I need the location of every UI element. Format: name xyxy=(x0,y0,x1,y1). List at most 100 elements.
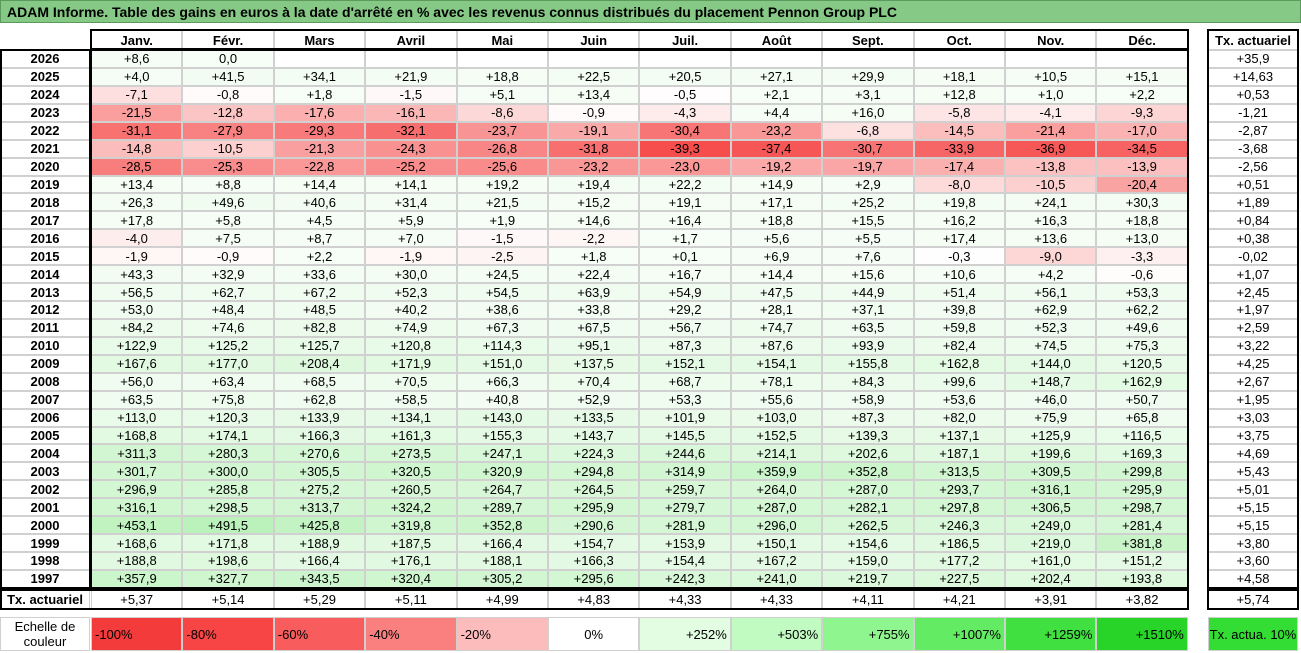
value-cell: +296,0 xyxy=(730,516,823,535)
scale-step: -100% xyxy=(91,617,183,651)
row-year: 1998 xyxy=(0,552,90,570)
value-cell: +316,1 xyxy=(91,498,183,517)
value-cell: +56,0 xyxy=(91,372,183,391)
scale-step: -60% xyxy=(273,617,366,651)
value-cell: +55,6 xyxy=(730,390,823,409)
footer-cell: +3,91 xyxy=(1005,589,1097,609)
value-cell: +52,9 xyxy=(548,390,640,409)
value-cell: +19,2 xyxy=(456,175,548,194)
empty-cell xyxy=(273,50,366,68)
value-cell: +214,1 xyxy=(730,444,823,463)
summary-cell: +5,15 xyxy=(1208,516,1298,535)
row-year: 2013 xyxy=(0,283,90,301)
value-cell: +14,9 xyxy=(730,175,823,194)
value-cell: +93,9 xyxy=(822,336,914,355)
value-cell: -31,1 xyxy=(91,121,183,140)
value-cell: -1,9 xyxy=(91,247,183,266)
value-cell: +188,8 xyxy=(91,552,183,570)
value-cell: -9,3 xyxy=(1096,103,1188,122)
value-cell: +359,9 xyxy=(730,462,823,481)
empty-cell xyxy=(913,50,1005,68)
value-cell: +3,1 xyxy=(822,85,914,104)
row-year: 2007 xyxy=(0,390,90,409)
value-cell: +262,5 xyxy=(822,516,914,535)
value-cell: +10,6 xyxy=(913,265,1005,284)
value-cell: -29,3 xyxy=(273,121,366,140)
value-cell: +143,0 xyxy=(456,408,548,427)
footer-cell: +4,33 xyxy=(730,589,823,609)
footer-cell: +4,21 xyxy=(913,589,1005,609)
summary-cell: +0,38 xyxy=(1208,229,1298,248)
value-cell: +453,1 xyxy=(91,516,183,535)
value-cell: +8,7 xyxy=(273,229,366,248)
value-cell: +154,7 xyxy=(548,534,640,553)
value-cell: +24,5 xyxy=(456,265,548,284)
value-cell: +120,8 xyxy=(365,336,457,355)
value-cell: -28,5 xyxy=(91,157,183,176)
value-cell: +40,6 xyxy=(273,193,366,212)
value-cell: +13,4 xyxy=(91,175,183,194)
value-cell: +295,9 xyxy=(548,498,640,517)
value-cell: +34,1 xyxy=(273,67,366,86)
value-cell: +241,0 xyxy=(730,569,823,588)
row-year: 2012 xyxy=(0,301,90,319)
value-cell: +289,7 xyxy=(456,498,548,517)
value-cell: +208,4 xyxy=(273,354,366,373)
value-cell: +87,3 xyxy=(822,408,914,427)
empty-cell xyxy=(639,50,731,68)
value-cell: +154,4 xyxy=(639,552,731,570)
value-cell: -24,3 xyxy=(365,139,457,158)
footer-summary: +5,74 xyxy=(1208,589,1298,609)
value-cell: +75,8 xyxy=(182,390,274,409)
value-cell: +293,7 xyxy=(913,480,1005,499)
value-cell: +5,9 xyxy=(365,211,457,230)
column-header: Sept. xyxy=(822,30,914,50)
value-cell: -6,8 xyxy=(822,121,914,140)
value-cell: -0,6 xyxy=(1096,265,1188,284)
value-cell: +49,6 xyxy=(1096,318,1188,337)
value-cell: +260,5 xyxy=(365,480,457,499)
value-cell: +87,3 xyxy=(639,336,731,355)
value-cell: +67,5 xyxy=(548,318,640,337)
value-cell: +202,4 xyxy=(1005,569,1097,588)
value-cell: +1,8 xyxy=(548,247,640,266)
value-cell: +133,5 xyxy=(548,408,640,427)
value-cell: -4,3 xyxy=(639,103,731,122)
value-cell: -7,1 xyxy=(91,85,183,104)
column-header: Avril xyxy=(365,30,457,50)
value-cell: +30,0 xyxy=(365,265,457,284)
value-cell: +155,3 xyxy=(456,426,548,445)
value-cell: +49,6 xyxy=(182,193,274,212)
value-cell: +343,5 xyxy=(273,569,366,588)
value-cell: +491,5 xyxy=(182,516,274,535)
summary-cell: +5,01 xyxy=(1208,480,1298,499)
value-cell: +167,6 xyxy=(91,354,183,373)
column-header: Déc. xyxy=(1096,30,1188,50)
value-cell: +155,8 xyxy=(822,354,914,373)
value-cell: +273,5 xyxy=(365,444,457,463)
value-cell: +19,4 xyxy=(548,175,640,194)
footer-cell: +5,14 xyxy=(182,589,274,609)
value-cell: +24,1 xyxy=(1005,193,1097,212)
value-cell: +148,7 xyxy=(1005,372,1097,391)
value-cell: +40,8 xyxy=(456,390,548,409)
value-cell: -21,4 xyxy=(1005,121,1097,140)
value-cell: +313,7 xyxy=(273,498,366,517)
value-cell: +33,8 xyxy=(548,301,640,319)
value-cell: +4,2 xyxy=(1005,265,1097,284)
value-cell: +199,6 xyxy=(1005,444,1097,463)
value-cell: +177,2 xyxy=(913,552,1005,570)
value-cell: +62,2 xyxy=(1096,301,1188,319)
value-cell: +65,8 xyxy=(1096,408,1188,427)
value-cell: +297,8 xyxy=(913,498,1005,517)
value-cell: +282,1 xyxy=(822,498,914,517)
value-cell: +56,5 xyxy=(91,283,183,301)
empty-cell xyxy=(1096,50,1188,68)
value-cell: +82,8 xyxy=(273,318,366,337)
value-cell: +120,5 xyxy=(1096,354,1188,373)
column-header: Févr. xyxy=(182,30,274,50)
value-cell: -31,8 xyxy=(548,139,640,158)
value-cell: +166,3 xyxy=(273,426,366,445)
value-cell: +48,5 xyxy=(273,301,366,319)
value-cell: +43,3 xyxy=(91,265,183,284)
